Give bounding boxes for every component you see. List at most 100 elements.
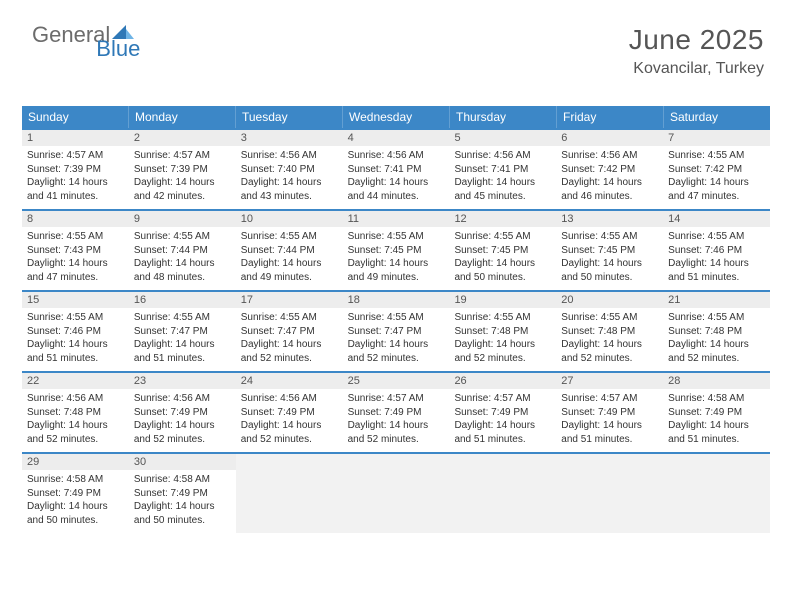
day-number: 11 bbox=[343, 211, 450, 227]
day-line-dl1: Daylight: 14 hours bbox=[241, 257, 338, 271]
day-line-dl2: and 47 minutes. bbox=[668, 190, 765, 204]
day-line-dl2: and 51 minutes. bbox=[668, 433, 765, 447]
day-number: 10 bbox=[236, 211, 343, 227]
day-number: 18 bbox=[343, 292, 450, 308]
day-line-dl1: Daylight: 14 hours bbox=[348, 257, 445, 271]
day-body: Sunrise: 4:56 AMSunset: 7:41 PMDaylight:… bbox=[343, 146, 450, 209]
day-line-dl2: and 52 minutes. bbox=[241, 352, 338, 366]
day-cell: 29Sunrise: 4:58 AMSunset: 7:49 PMDayligh… bbox=[22, 454, 129, 533]
day-cell: 13Sunrise: 4:55 AMSunset: 7:45 PMDayligh… bbox=[556, 211, 663, 290]
day-cell: 6Sunrise: 4:56 AMSunset: 7:42 PMDaylight… bbox=[556, 130, 663, 209]
day-line-sr: Sunrise: 4:57 AM bbox=[134, 149, 231, 163]
day-line-ss: Sunset: 7:49 PM bbox=[454, 406, 551, 420]
day-line-sr: Sunrise: 4:57 AM bbox=[561, 392, 658, 406]
day-number: 1 bbox=[22, 130, 129, 146]
day-line-dl2: and 49 minutes. bbox=[348, 271, 445, 285]
day-line-dl1: Daylight: 14 hours bbox=[668, 176, 765, 190]
day-line-sr: Sunrise: 4:55 AM bbox=[454, 230, 551, 244]
day-body: Sunrise: 4:55 AMSunset: 7:47 PMDaylight:… bbox=[129, 308, 236, 371]
day-number: 21 bbox=[663, 292, 770, 308]
day-cell: 30Sunrise: 4:58 AMSunset: 7:49 PMDayligh… bbox=[129, 454, 236, 533]
day-line-ss: Sunset: 7:49 PM bbox=[241, 406, 338, 420]
day-line-ss: Sunset: 7:44 PM bbox=[134, 244, 231, 258]
day-line-ss: Sunset: 7:45 PM bbox=[454, 244, 551, 258]
day-line-dl2: and 50 minutes. bbox=[454, 271, 551, 285]
day-line-sr: Sunrise: 4:55 AM bbox=[561, 311, 658, 325]
day-line-dl2: and 43 minutes. bbox=[241, 190, 338, 204]
day-body: Sunrise: 4:57 AMSunset: 7:49 PMDaylight:… bbox=[343, 389, 450, 452]
day-line-sr: Sunrise: 4:55 AM bbox=[454, 311, 551, 325]
day-line-dl2: and 52 minutes. bbox=[454, 352, 551, 366]
day-body: Sunrise: 4:56 AMSunset: 7:48 PMDaylight:… bbox=[22, 389, 129, 452]
day-line-dl2: and 42 minutes. bbox=[134, 190, 231, 204]
day-line-ss: Sunset: 7:40 PM bbox=[241, 163, 338, 177]
day-line-sr: Sunrise: 4:57 AM bbox=[454, 392, 551, 406]
weeks-container: 1Sunrise: 4:57 AMSunset: 7:39 PMDaylight… bbox=[22, 128, 770, 533]
day-cell: 28Sunrise: 4:58 AMSunset: 7:49 PMDayligh… bbox=[663, 373, 770, 452]
day-line-dl2: and 44 minutes. bbox=[348, 190, 445, 204]
day-line-sr: Sunrise: 4:55 AM bbox=[668, 149, 765, 163]
day-line-dl2: and 45 minutes. bbox=[454, 190, 551, 204]
day-body: Sunrise: 4:56 AMSunset: 7:40 PMDaylight:… bbox=[236, 146, 343, 209]
day-line-sr: Sunrise: 4:56 AM bbox=[454, 149, 551, 163]
day-number: 27 bbox=[556, 373, 663, 389]
day-header-friday: Friday bbox=[557, 106, 664, 128]
day-number: 24 bbox=[236, 373, 343, 389]
day-line-dl1: Daylight: 14 hours bbox=[134, 500, 231, 514]
day-line-dl1: Daylight: 14 hours bbox=[454, 338, 551, 352]
day-cell: 16Sunrise: 4:55 AMSunset: 7:47 PMDayligh… bbox=[129, 292, 236, 371]
day-line-dl2: and 51 minutes. bbox=[561, 433, 658, 447]
day-cell: 15Sunrise: 4:55 AMSunset: 7:46 PMDayligh… bbox=[22, 292, 129, 371]
day-line-sr: Sunrise: 4:55 AM bbox=[668, 230, 765, 244]
day-line-dl1: Daylight: 14 hours bbox=[348, 176, 445, 190]
day-cell: 5Sunrise: 4:56 AMSunset: 7:41 PMDaylight… bbox=[449, 130, 556, 209]
day-body: Sunrise: 4:56 AMSunset: 7:49 PMDaylight:… bbox=[236, 389, 343, 452]
day-cell: 14Sunrise: 4:55 AMSunset: 7:46 PMDayligh… bbox=[663, 211, 770, 290]
day-header-thursday: Thursday bbox=[450, 106, 557, 128]
day-line-dl2: and 50 minutes. bbox=[561, 271, 658, 285]
day-cell: 3Sunrise: 4:56 AMSunset: 7:40 PMDaylight… bbox=[236, 130, 343, 209]
day-cell: 18Sunrise: 4:55 AMSunset: 7:47 PMDayligh… bbox=[343, 292, 450, 371]
day-line-ss: Sunset: 7:42 PM bbox=[668, 163, 765, 177]
day-line-sr: Sunrise: 4:55 AM bbox=[134, 311, 231, 325]
day-header-sunday: Sunday bbox=[22, 106, 129, 128]
day-number: 22 bbox=[22, 373, 129, 389]
day-line-dl1: Daylight: 14 hours bbox=[668, 257, 765, 271]
day-cell: 17Sunrise: 4:55 AMSunset: 7:47 PMDayligh… bbox=[236, 292, 343, 371]
day-line-ss: Sunset: 7:48 PM bbox=[561, 325, 658, 339]
day-number: 12 bbox=[449, 211, 556, 227]
day-cell: 21Sunrise: 4:55 AMSunset: 7:48 PMDayligh… bbox=[663, 292, 770, 371]
day-line-sr: Sunrise: 4:56 AM bbox=[134, 392, 231, 406]
day-line-dl2: and 51 minutes. bbox=[27, 352, 124, 366]
day-number: 3 bbox=[236, 130, 343, 146]
logo-text-blue: Blue bbox=[96, 36, 140, 62]
day-cell: 22Sunrise: 4:56 AMSunset: 7:48 PMDayligh… bbox=[22, 373, 129, 452]
day-line-dl1: Daylight: 14 hours bbox=[27, 176, 124, 190]
day-line-ss: Sunset: 7:46 PM bbox=[27, 325, 124, 339]
day-line-dl1: Daylight: 14 hours bbox=[241, 176, 338, 190]
day-body: Sunrise: 4:58 AMSunset: 7:49 PMDaylight:… bbox=[129, 470, 236, 533]
week-row: 8Sunrise: 4:55 AMSunset: 7:43 PMDaylight… bbox=[22, 209, 770, 290]
day-body: Sunrise: 4:55 AMSunset: 7:43 PMDaylight:… bbox=[22, 227, 129, 290]
day-cell: 26Sunrise: 4:57 AMSunset: 7:49 PMDayligh… bbox=[449, 373, 556, 452]
day-line-dl2: and 48 minutes. bbox=[134, 271, 231, 285]
day-line-dl2: and 52 minutes. bbox=[348, 352, 445, 366]
day-line-sr: Sunrise: 4:55 AM bbox=[27, 311, 124, 325]
day-body: Sunrise: 4:56 AMSunset: 7:49 PMDaylight:… bbox=[129, 389, 236, 452]
day-line-sr: Sunrise: 4:56 AM bbox=[241, 149, 338, 163]
day-cell: 9Sunrise: 4:55 AMSunset: 7:44 PMDaylight… bbox=[129, 211, 236, 290]
day-cell: 19Sunrise: 4:55 AMSunset: 7:48 PMDayligh… bbox=[449, 292, 556, 371]
day-line-dl1: Daylight: 14 hours bbox=[241, 419, 338, 433]
day-line-sr: Sunrise: 4:55 AM bbox=[134, 230, 231, 244]
day-body: Sunrise: 4:57 AMSunset: 7:49 PMDaylight:… bbox=[449, 389, 556, 452]
day-header-tuesday: Tuesday bbox=[236, 106, 343, 128]
day-line-ss: Sunset: 7:47 PM bbox=[348, 325, 445, 339]
day-number: 15 bbox=[22, 292, 129, 308]
day-line-ss: Sunset: 7:42 PM bbox=[561, 163, 658, 177]
day-body: Sunrise: 4:55 AMSunset: 7:46 PMDaylight:… bbox=[663, 227, 770, 290]
day-line-dl2: and 52 minutes. bbox=[668, 352, 765, 366]
week-row: 1Sunrise: 4:57 AMSunset: 7:39 PMDaylight… bbox=[22, 128, 770, 209]
day-body: Sunrise: 4:55 AMSunset: 7:48 PMDaylight:… bbox=[663, 308, 770, 371]
day-line-ss: Sunset: 7:46 PM bbox=[668, 244, 765, 258]
day-line-sr: Sunrise: 4:56 AM bbox=[27, 392, 124, 406]
